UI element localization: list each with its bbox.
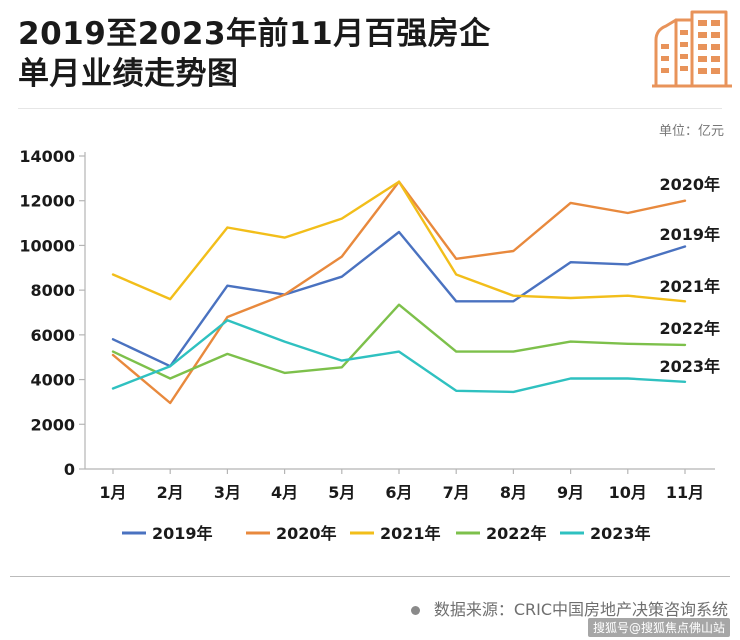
- y-tick-label: 6000: [30, 326, 75, 345]
- x-tick-label: 6月: [385, 483, 412, 502]
- legend-label: 2021年: [380, 524, 441, 543]
- chart-title-line2: 单月业绩走势图: [18, 56, 239, 92]
- legend-label: 2020年: [276, 524, 337, 543]
- legend-label: 2019年: [152, 524, 213, 543]
- line-chart: 0 2000 4000 6000 8000 10000 12000 14000 1月 2月 3月 4月…: [19, 147, 720, 543]
- y-tick-label: 12000: [19, 192, 75, 211]
- series-end-label: 2019年: [659, 225, 720, 244]
- unit-label: 单位：亿元: [658, 124, 724, 139]
- y-tick-label: 14000: [19, 147, 75, 166]
- y-tick-label: 0: [64, 460, 75, 479]
- watermark: 搜狐号@搜狐焦点佛山站: [587, 618, 730, 637]
- x-tick-label: 9月: [557, 483, 584, 502]
- series-line-2019: [111, 230, 687, 368]
- x-tick-label: 8月: [500, 483, 527, 502]
- x-tick-label: 10月: [609, 483, 647, 502]
- chart-title: 2019至2023年前11月百强房企 单月业绩走势图: [18, 14, 491, 94]
- header-divider: [18, 108, 722, 109]
- series-line-2021: [111, 180, 687, 303]
- legend-label: 2022年: [486, 524, 547, 543]
- x-tick-label: 11月: [666, 483, 704, 502]
- x-tick-label: 2月: [157, 483, 184, 502]
- y-tick-label: 10000: [19, 236, 75, 255]
- building-icon: [652, 10, 732, 88]
- x-tick-label: 7月: [443, 483, 470, 502]
- y-tick-label: 4000: [30, 371, 75, 390]
- series-end-label: 2021年: [659, 277, 720, 296]
- x-tick-label: 1月: [99, 483, 126, 502]
- series-line-2023: [111, 319, 687, 394]
- series-end-label: 2022年: [659, 319, 720, 338]
- series-line-2020: [111, 180, 687, 405]
- x-tick-label: 4月: [271, 483, 298, 502]
- y-tick-label: 2000: [30, 415, 75, 434]
- footer-divider: [10, 576, 730, 577]
- series-line-2022: [111, 303, 687, 380]
- x-tick-label: 5月: [328, 483, 355, 502]
- series-end-label: 2023年: [659, 357, 720, 376]
- x-tick-label: 3月: [214, 483, 241, 502]
- bullet-dot-icon: [410, 606, 420, 615]
- series-end-label: 2020年: [659, 175, 720, 194]
- source-note: 数据来源：CRIC中国房地产决策咨询系统: [410, 596, 728, 620]
- legend-label: 2023年: [590, 524, 651, 543]
- chart-title-line1: 2019至2023年前11月百强房企: [18, 16, 491, 52]
- source-text: 数据来源：CRIC中国房地产决策咨询系统: [433, 600, 728, 619]
- y-tick-label: 8000: [30, 281, 75, 300]
